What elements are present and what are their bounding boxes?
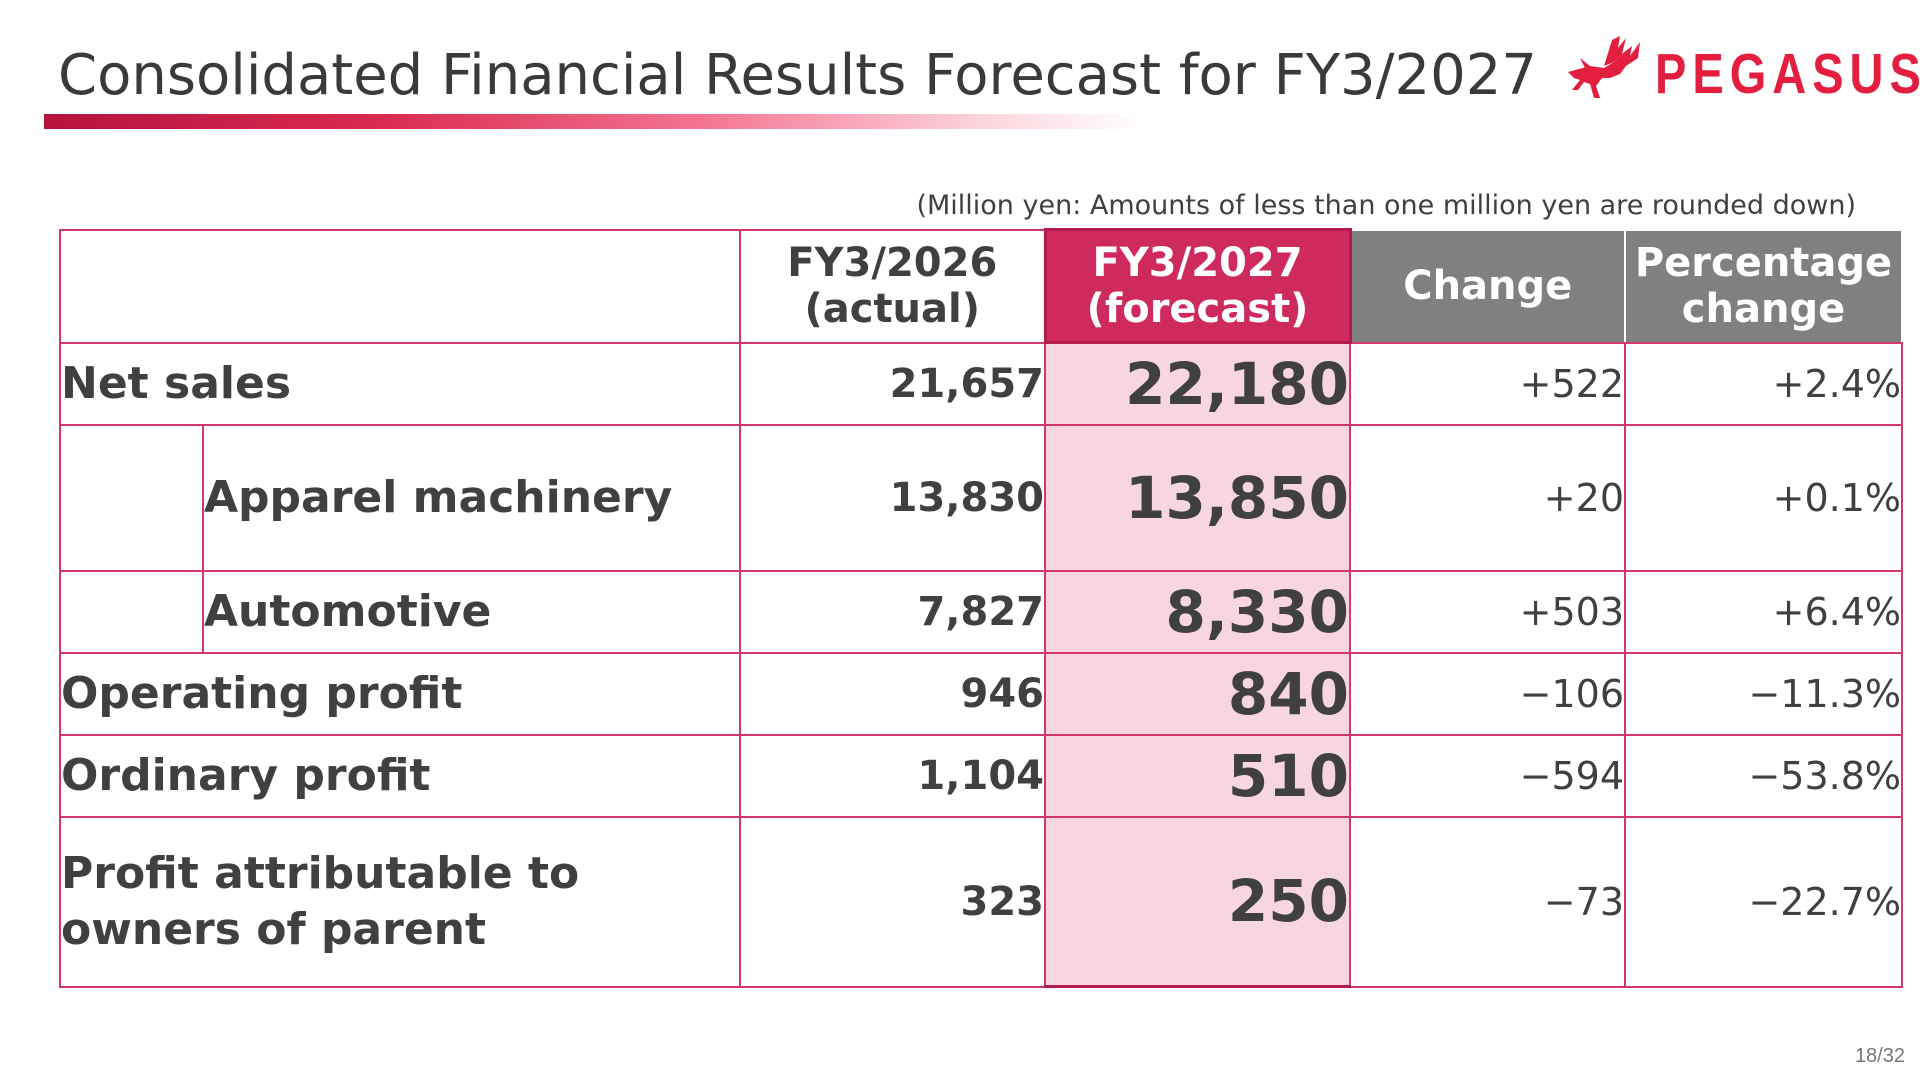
header-actual-line2: (actual) — [804, 286, 981, 332]
unit-note: (Million yen: Amounts of less than one m… — [916, 190, 1856, 221]
row-label: Net sales — [59, 341, 741, 426]
header-percentage-line2: change — [1681, 286, 1846, 332]
indent-cell — [59, 423, 204, 572]
row-label: Automotive — [202, 569, 741, 654]
actual-value: 323 — [739, 815, 1046, 988]
pegasus-icon — [1568, 36, 1640, 98]
change-value: +503 — [1349, 569, 1626, 654]
header-forecast: FY3/2027 (forecast) — [1043, 228, 1352, 344]
change-value: −106 — [1349, 651, 1626, 736]
forecast-value: 22,180 — [1044, 341, 1351, 426]
row-label: Operating profit — [59, 651, 741, 736]
header-actual: FY3/2026 (actual) — [739, 228, 1046, 344]
change-value: −594 — [1349, 733, 1626, 818]
forecast-value: 8,330 — [1044, 569, 1351, 654]
header-change-line1: Change — [1403, 263, 1573, 309]
table-row-net-sales: Net sales 21,657 22,180 +522 +2.4% — [59, 341, 1903, 426]
actual-value: 13,830 — [739, 423, 1046, 572]
percentage-value: −53.8% — [1624, 733, 1903, 818]
row-label: Ordinary profit — [59, 733, 741, 818]
page-number: 18/32 — [1854, 1045, 1905, 1067]
indent-cell — [59, 569, 204, 654]
row-label-line2: owners of parent — [61, 903, 487, 955]
header-percentage-line1: Percentage — [1634, 240, 1893, 286]
forecast-value: 840 — [1044, 651, 1351, 736]
table-row-automotive: Automotive 7,827 8,330 +503 +6.4% — [59, 569, 1903, 654]
table-header-row: FY3/2026 (actual) FY3/2027 (forecast) Ch… — [59, 228, 1903, 344]
logo-wordmark: PEGASUS — [1655, 41, 1920, 105]
table-row-operating-profit: Operating profit 946 840 −106 −11.3% — [59, 651, 1903, 736]
percentage-value: +2.4% — [1624, 341, 1903, 426]
forecast-value: 13,850 — [1044, 423, 1351, 572]
header-percentage: Percentage change — [1624, 228, 1903, 344]
change-value: −73 — [1349, 815, 1626, 988]
row-label: Profit attributable to owners of parent — [59, 815, 741, 988]
header-change: Change — [1349, 228, 1626, 344]
header-forecast-line2: (forecast) — [1086, 286, 1309, 332]
header-forecast-line1: FY3/2027 — [1092, 240, 1303, 286]
actual-value: 946 — [739, 651, 1046, 736]
forecast-value: 510 — [1044, 733, 1351, 818]
percentage-value: −22.7% — [1624, 815, 1903, 988]
title-underline-bar — [44, 114, 1144, 129]
header-empty-cell — [59, 228, 741, 344]
header-actual-line1: FY3/2026 — [787, 240, 998, 286]
forecast-value: 250 — [1044, 815, 1351, 988]
table-row-ordinary-profit: Ordinary profit 1,104 510 −594 −53.8% — [59, 733, 1903, 818]
row-label: Apparel machinery — [202, 423, 741, 572]
actual-value: 1,104 — [739, 733, 1046, 818]
forecast-table: FY3/2026 (actual) FY3/2027 (forecast) Ch… — [59, 228, 1903, 988]
table-row-profit-attributable: Profit attributable to owners of parent … — [59, 815, 1903, 988]
table-row-apparel: Apparel machinery 13,830 13,850 +20 +0.1… — [59, 423, 1903, 572]
slide-title: Consolidated Financial Results Forecast … — [58, 43, 1538, 108]
actual-value: 21,657 — [739, 341, 1046, 426]
percentage-value: +6.4% — [1624, 569, 1903, 654]
company-logo: PEGASUS — [1560, 32, 1920, 105]
percentage-value: −11.3% — [1624, 651, 1903, 736]
percentage-value: +0.1% — [1624, 423, 1903, 572]
row-label-line1: Profit attributable to — [61, 847, 580, 899]
change-value: +522 — [1349, 341, 1626, 426]
change-value: +20 — [1349, 423, 1626, 572]
actual-value: 7,827 — [739, 569, 1046, 654]
